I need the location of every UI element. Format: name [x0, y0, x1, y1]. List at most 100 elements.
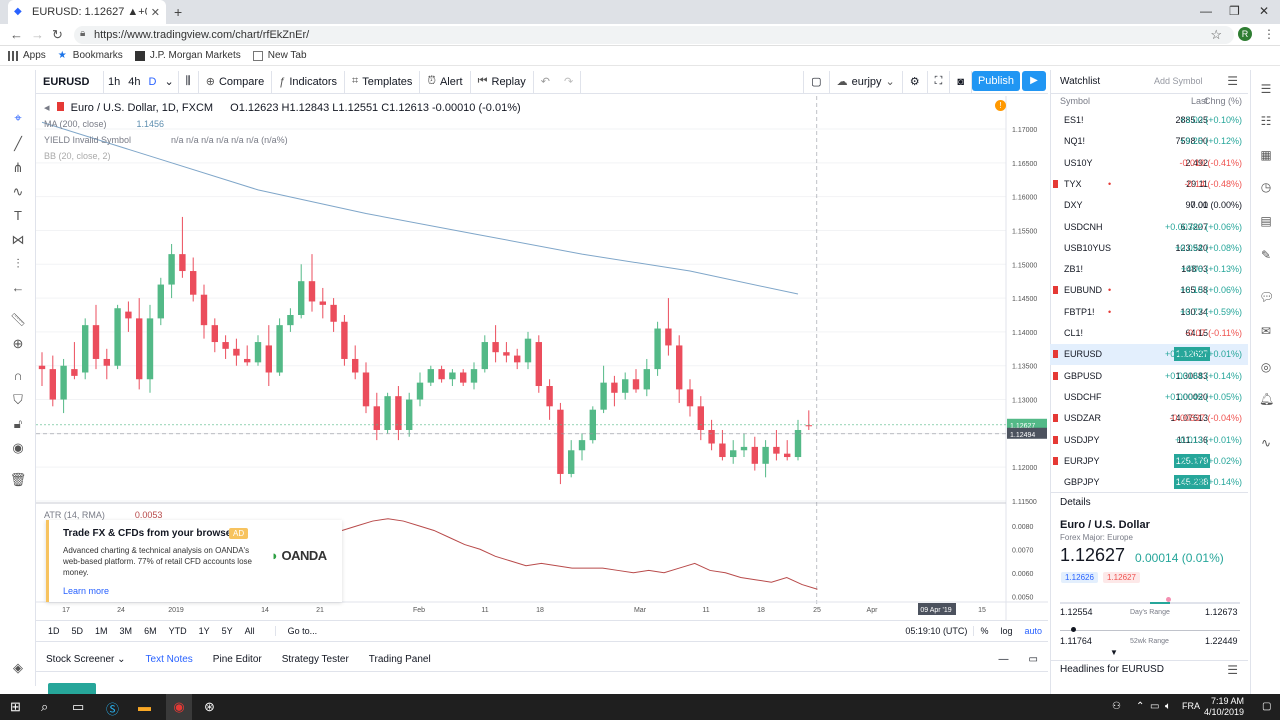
chart-style-button[interactable]: ⫼: [179, 70, 199, 93]
chrome-icon[interactable]: ◉: [166, 694, 192, 720]
messages-icon[interactable]: ✉︎: [1260, 324, 1272, 338]
language-indicator[interactable]: FRA: [1182, 701, 1200, 711]
auto-toggle[interactable]: auto: [1024, 626, 1042, 636]
watchlist-row[interactable]: DXY 97.01 0.00 (0.00%): [1050, 195, 1248, 216]
watchlist-row[interactable]: USDCNH 6.7207 +0.00382 (+0.06%): [1050, 217, 1248, 238]
list-menu-icon[interactable]: ☰: [1227, 663, 1238, 677]
people-icon[interactable]: ⚇: [1112, 701, 1121, 712]
tab-trading-panel[interactable]: Trading Panel: [368, 653, 431, 665]
cursor-icon[interactable]: ⌖: [14, 110, 22, 125]
col-last[interactable]: Last: [1190, 96, 1208, 106]
text-icon[interactable]: T: [14, 208, 22, 223]
ad-learn-more-link[interactable]: Learn more: [63, 586, 110, 596]
network-icon[interactable]: ▭: [1150, 701, 1160, 712]
bb-indicator-legend[interactable]: BB (20, close, 2): [44, 151, 111, 161]
col-change[interactable]: Chng (%): [1203, 96, 1242, 106]
alert-button[interactable]: ⏰︎ Alert: [420, 70, 471, 93]
watchlist-row[interactable]: NQ1! 7598.00 +9.25 (+0.12%): [1050, 131, 1248, 152]
watchlist-row[interactable]: EURUSD 1.12627 +0.00014 (+0.01%): [1050, 344, 1248, 366]
tab-pine-editor[interactable]: Pine Editor: [212, 653, 262, 665]
range-all[interactable]: All: [244, 626, 255, 636]
reload-icon[interactable]: ↻: [52, 27, 63, 42]
publish-button[interactable]: Publish: [972, 71, 1020, 91]
interval-4h[interactable]: 4h: [124, 71, 144, 93]
bookmark-jpmorgan[interactable]: J.P. Morgan Markets: [134, 50, 241, 61]
watchlist-row[interactable]: FBTP1! • 130.34 +0.77 (+0.59%): [1050, 302, 1248, 323]
clock-icon[interactable]: ◷: [1260, 180, 1272, 194]
log-toggle[interactable]: log: [1000, 626, 1013, 636]
range-1y[interactable]: 1Y: [198, 626, 210, 636]
system-clock[interactable]: 7:19 AM 4/10/2019: [1204, 696, 1244, 718]
close-window-icon[interactable]: ✕: [1259, 4, 1270, 18]
volume-icon[interactable]: 🔈︎: [1165, 701, 1171, 712]
bookmark-star-icon[interactable]: ☆: [1210, 27, 1222, 42]
ruler-icon[interactable]: 📏︎: [9, 312, 27, 327]
range-6m[interactable]: 6M: [144, 626, 157, 636]
skype-icon[interactable]: Ⓢ: [106, 702, 120, 717]
new-tab-icon[interactable]: +: [174, 4, 183, 20]
minimize-panel-icon[interactable]: —: [998, 653, 1009, 665]
warning-icon[interactable]: !: [995, 100, 1006, 111]
bookmark-apps[interactable]: Apps: [8, 50, 46, 61]
ma-indicator-legend[interactable]: MA (200, close) 1.1456: [44, 119, 164, 129]
add-symbol-input[interactable]: Add Symbol: [1154, 76, 1203, 86]
watchlist-row[interactable]: ZB1! 148'03 +0'06 (+0.13%): [1050, 259, 1248, 280]
maximize-panel-icon[interactable]: ▭: [1028, 653, 1038, 665]
minimize-icon[interactable]: —: [1200, 4, 1212, 18]
new-note-button[interactable]: [48, 683, 96, 697]
watchlist-row[interactable]: GBPUSD 1.30683 +0.00184 (+0.14%): [1050, 366, 1248, 387]
brush-icon[interactable]: ∿: [12, 184, 24, 199]
legend-title[interactable]: Euro / U.S. Dollar, 1D, FXCM: [70, 102, 214, 114]
url-field[interactable]: 🔒︎ https://www.tradingview.com/chart/rfE…: [74, 26, 1234, 44]
restore-icon[interactable]: ❐: [1229, 4, 1240, 18]
watchlist-row[interactable]: USDZAR 14.07613 -0.00537 (-0.04%): [1050, 408, 1248, 429]
indicators-button[interactable]: ƒ Indicators: [272, 70, 346, 93]
browser-menu-icon[interactable]: ⋮: [1263, 27, 1275, 41]
range-3m[interactable]: 3M: [119, 626, 133, 636]
collapse-icon[interactable]: ◂: [44, 102, 50, 114]
eye-icon[interactable]: ◉: [12, 440, 24, 455]
tray-chevron-icon[interactable]: ⌃: [1136, 701, 1145, 712]
watchlist-row[interactable]: USB10YUS 123.520 +0.094 (+0.08%): [1050, 238, 1248, 259]
settings-button[interactable]: ⚙︎: [903, 70, 928, 93]
bookmark-newtab[interactable]: New Tab: [252, 50, 307, 61]
watchlist-row[interactable]: ES1! 2885.25 +3.00 (+0.10%): [1050, 110, 1248, 131]
task-view-icon[interactable]: ▭: [72, 699, 85, 714]
ideas-icon[interactable]: ✎: [1260, 248, 1272, 262]
watchlist-row[interactable]: EUBUND • 165.58 +0.10 (+0.06%): [1050, 280, 1248, 301]
search-icon[interactable]: ⌕: [41, 699, 49, 714]
chart-pane[interactable]: 1.17000 1.16500 1.16000 1.15500 1.15000 1.145…: [36, 96, 1048, 620]
fullscreen-button[interactable]: ⛶: [928, 70, 951, 93]
redo-button[interactable]: ↷: [557, 70, 582, 93]
dom-icon[interactable]: ◎: [1260, 360, 1272, 374]
snapshot-button[interactable]: ◙: [950, 70, 972, 93]
watchlist-row[interactable]: USDJPY 111.136 +0.013 (+0.01%): [1050, 430, 1248, 451]
tab-text-notes[interactable]: Text Notes: [145, 653, 193, 665]
interval-1h[interactable]: 1h: [104, 71, 124, 93]
bell-icon[interactable]: 🔔︎: [1259, 392, 1275, 406]
browser-tab[interactable]: ◆ EURUSD: 1.12627 ▲+0.01% — ... ✕: [8, 0, 166, 24]
magnet-icon[interactable]: ∩: [13, 368, 23, 383]
unlock-icon[interactable]: 🔓︎: [13, 416, 23, 431]
templates-button[interactable]: ⌗ Templates: [345, 70, 421, 93]
pattern-icon[interactable]: ⋈: [11, 232, 25, 247]
hotlist-icon[interactable]: ▤: [1260, 214, 1272, 228]
watchlist-row[interactable]: US10Y 2.492 -0.010 (-0.41%): [1050, 153, 1248, 174]
range-ytd[interactable]: YTD: [168, 626, 187, 636]
pitchfork-icon[interactable]: ⋔: [12, 160, 24, 175]
compare-button[interactable]: ⊕ Compare: [199, 70, 273, 93]
range-1d[interactable]: 1D: [48, 626, 60, 636]
pulse-icon[interactable]: ∿: [1260, 436, 1272, 450]
trendline-icon[interactable]: ╱: [14, 136, 22, 151]
watchlist-row[interactable]: TYX • 29.11 -0.14 (-0.48%): [1050, 174, 1248, 195]
watchlist-row[interactable]: USDCHF 1.00020 +0.00045 (+0.05%): [1050, 387, 1248, 408]
list-menu-icon[interactable]: ☰: [1227, 74, 1238, 88]
range-5y[interactable]: 5Y: [221, 626, 233, 636]
layout-button[interactable]: ▢: [803, 70, 830, 93]
windows-start-icon[interactable]: ⊞: [10, 699, 21, 714]
file-explorer-icon[interactable]: ▬: [138, 699, 151, 714]
yield-indicator-legend[interactable]: YIELD Invalid Symbol n/a n/a n/a n/a n/a …: [44, 135, 288, 145]
utc-time[interactable]: 05:19:10 (UTC): [905, 626, 968, 636]
lock-drawings-icon[interactable]: ⛉: [13, 392, 23, 407]
undo-button[interactable]: ↶: [534, 71, 557, 93]
